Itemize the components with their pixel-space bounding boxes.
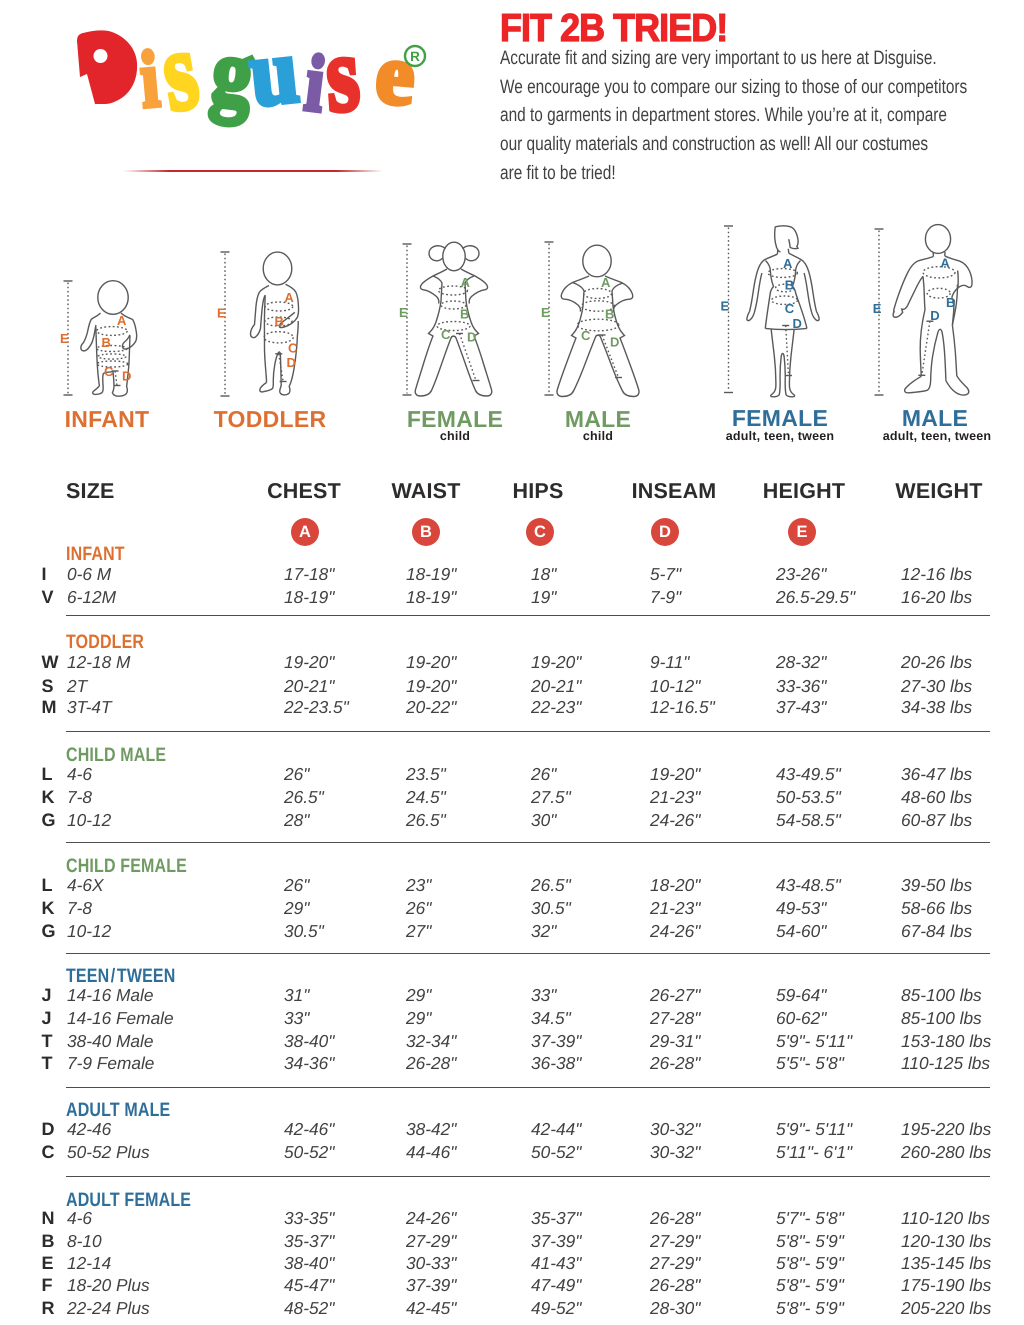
svg-text:child: child [583,429,613,443]
svg-text:A: A [783,256,793,271]
svg-text:C: C [288,341,298,356]
svg-text:D: D [793,316,802,331]
svg-text:E: E [541,305,550,320]
svg-text:A: A [601,275,611,290]
svg-text:B: B [102,335,111,350]
svg-text:adult, teen, tween: adult, teen, tween [726,429,834,443]
svg-text:B: B [275,314,284,329]
svg-text:E: E [60,331,69,346]
svg-text:child: child [440,429,470,443]
svg-text:s: s [322,14,363,135]
svg-text:C: C [104,364,114,379]
svg-text:B: B [785,278,794,293]
svg-text:E: E [873,301,882,316]
svg-text:C: C [441,327,451,342]
svg-text:A: A [940,256,950,271]
svg-text:E: E [217,306,226,321]
svg-text:A: A [284,290,294,305]
svg-text:C: C [581,328,591,343]
svg-text:FEMALE: FEMALE [732,405,828,431]
svg-text:MALE: MALE [902,405,968,431]
svg-text:e: e [372,25,418,124]
svg-text:A: A [117,313,127,328]
svg-text:D: D [930,308,939,323]
svg-text:D: D [610,335,619,350]
svg-text:E: E [721,299,730,314]
svg-text:B: B [946,295,955,310]
svg-text:FEMALE: FEMALE [407,406,503,432]
svg-text:D: D [287,355,296,370]
svg-text:INFANT: INFANT [65,406,150,432]
svg-text:B: B [605,307,614,322]
svg-text:D: D [122,369,131,384]
svg-text:A: A [461,275,471,290]
svg-text:D: D [467,330,476,345]
svg-text:E: E [399,305,408,320]
svg-text:B: B [460,307,469,322]
svg-text:C: C [785,301,795,316]
svg-text:adult, teen, tween: adult, teen, tween [883,429,991,443]
svg-text:u: u [245,19,303,126]
svg-text:MALE: MALE [565,406,631,432]
svg-text:R: R [410,49,420,64]
svg-text:TODDLER: TODDLER [214,406,327,432]
